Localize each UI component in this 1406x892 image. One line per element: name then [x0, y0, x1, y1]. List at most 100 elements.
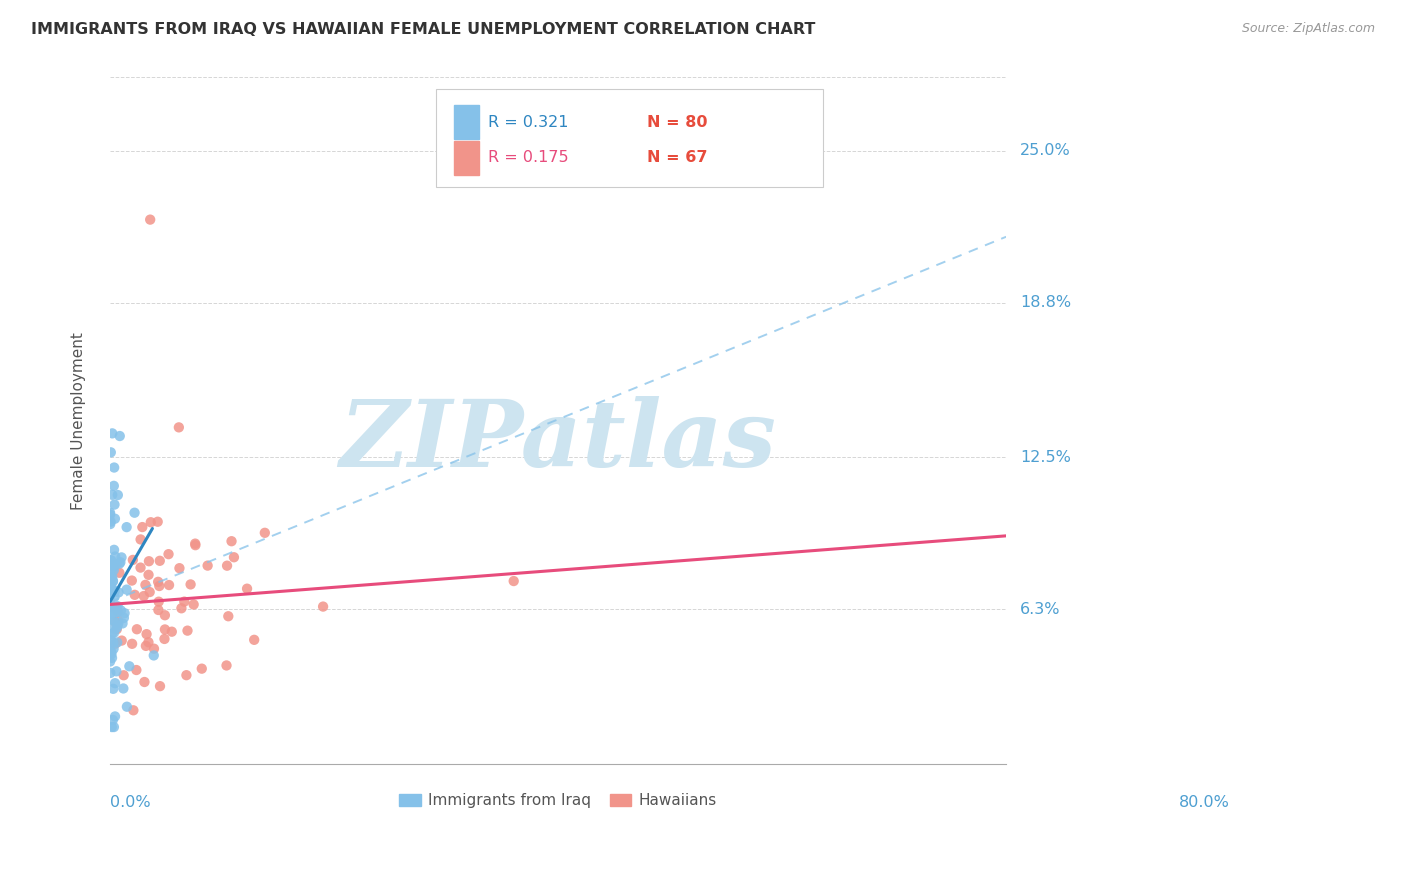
Point [101, 561, 124, 575]
Point [104, 590, 127, 604]
Point [103, 559, 125, 574]
Point [110, 603, 132, 617]
Point [105, 622, 128, 636]
Point [103, 479, 125, 493]
Point [100, 633, 122, 648]
Point [108, 557, 131, 571]
Point [105, 621, 128, 635]
Point [100, 607, 122, 621]
Point [170, 601, 193, 615]
Point [138, 554, 160, 568]
Point [122, 703, 145, 717]
Point [101, 426, 124, 441]
Point [108, 566, 131, 580]
Point [101, 627, 124, 641]
Point [138, 585, 160, 599]
Point [125, 663, 148, 677]
Point [173, 594, 195, 608]
Point [100, 553, 122, 567]
Point [215, 658, 238, 673]
Point [111, 633, 134, 648]
Point [101, 613, 124, 627]
Point [98, 508, 121, 522]
Point [103, 720, 125, 734]
Point [110, 550, 132, 565]
Point [100, 665, 122, 680]
Text: 25.0%: 25.0% [1019, 144, 1071, 159]
Text: 0.0%: 0.0% [110, 795, 150, 810]
Point [108, 429, 131, 443]
Point [101, 574, 124, 588]
Text: N = 80: N = 80 [647, 115, 707, 129]
Point [112, 611, 135, 625]
Point [139, 515, 162, 529]
Point [148, 579, 170, 593]
Point [104, 584, 127, 599]
Point [312, 599, 335, 614]
Point [100, 445, 122, 459]
Point [101, 713, 124, 727]
Point [253, 525, 276, 540]
Point [107, 614, 129, 628]
Point [153, 623, 176, 637]
Point [160, 624, 183, 639]
Point [101, 581, 124, 595]
Point [222, 550, 245, 565]
Point [110, 555, 132, 569]
Point [107, 488, 129, 502]
Point [243, 632, 266, 647]
Point [105, 605, 128, 619]
Point [129, 560, 152, 574]
Text: 12.5%: 12.5% [1019, 450, 1071, 465]
Point [121, 637, 143, 651]
Point [98, 555, 121, 569]
Point [105, 635, 128, 649]
Point [115, 582, 138, 597]
Point [197, 558, 219, 573]
Point [101, 720, 124, 734]
Point [135, 627, 157, 641]
Point [100, 602, 122, 616]
Point [103, 625, 125, 640]
Point [107, 599, 129, 614]
Point [100, 607, 122, 621]
Point [167, 420, 190, 434]
Point [153, 632, 176, 646]
Point [135, 639, 157, 653]
Point [98, 589, 121, 603]
Point [121, 553, 143, 567]
Point [149, 679, 172, 693]
Point [132, 589, 155, 603]
Point [131, 520, 153, 534]
Point [118, 659, 141, 673]
Text: ZIPatlas: ZIPatlas [339, 396, 776, 486]
Point [184, 536, 207, 550]
Point [98, 553, 121, 567]
Point [100, 612, 122, 626]
Point [176, 624, 198, 638]
Point [107, 618, 129, 632]
Point [502, 574, 524, 588]
Point [124, 506, 146, 520]
Point [104, 709, 127, 723]
Point [100, 515, 122, 529]
Point [169, 561, 191, 575]
Point [221, 534, 243, 549]
Text: 18.8%: 18.8% [1019, 295, 1071, 310]
Point [101, 569, 124, 583]
Point [98, 506, 121, 520]
Point [134, 675, 156, 690]
Point [180, 577, 202, 591]
Y-axis label: Female Unemployment: Female Unemployment [72, 332, 86, 509]
Point [101, 600, 124, 615]
Point [217, 609, 239, 624]
Point [103, 498, 125, 512]
Point [104, 549, 127, 564]
Point [104, 512, 127, 526]
Point [104, 615, 127, 629]
Point [98, 573, 121, 587]
Text: R = 0.321: R = 0.321 [488, 115, 568, 129]
Point [236, 582, 259, 596]
Point [149, 554, 172, 568]
Point [146, 574, 169, 589]
